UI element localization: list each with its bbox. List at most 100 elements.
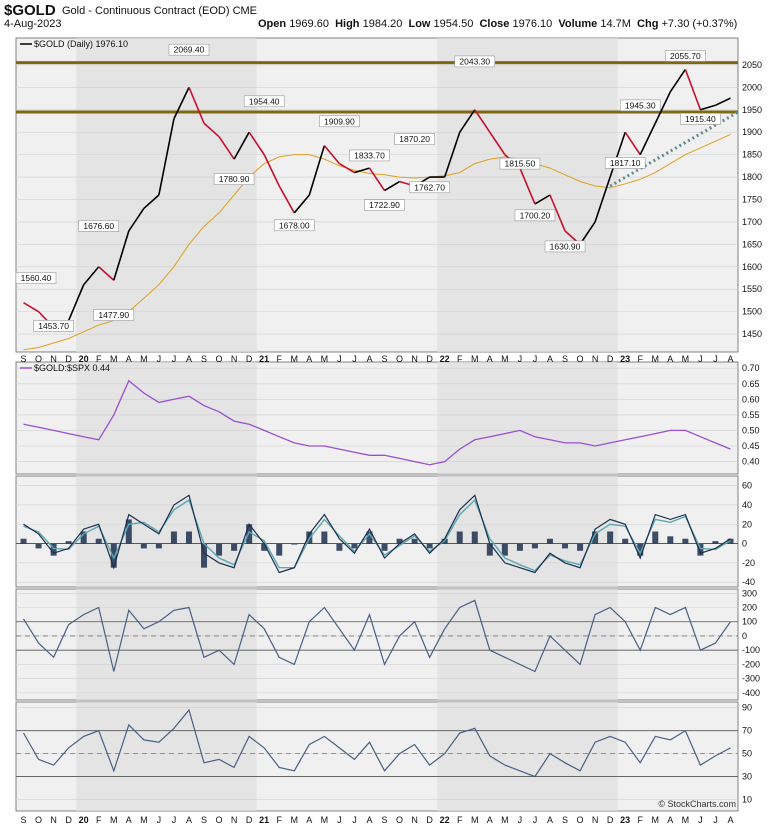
macd-histogram-bar bbox=[80, 531, 87, 544]
price-annotation-box bbox=[273, 219, 315, 232]
price-annotation-box bbox=[213, 173, 255, 185]
high-value: 1984.20 bbox=[362, 18, 403, 30]
x-axis-month-label: J bbox=[533, 354, 538, 364]
y-tick-label: 0.40 bbox=[742, 457, 760, 467]
stock-chart[interactable]: 1450 1500 1550 1600 1650 1700 1750 1800 1850 1900… bbox=[0, 34, 780, 828]
macd-histogram-bar bbox=[682, 538, 689, 544]
price-annotation: 1833.70 bbox=[349, 149, 390, 162]
price-annotation-box bbox=[349, 149, 390, 162]
price-segment bbox=[233, 131, 250, 160]
price-segment bbox=[474, 109, 491, 133]
price-annotation: 1678.00 bbox=[273, 219, 315, 232]
y-tick-label: 300 bbox=[742, 588, 757, 598]
open-value: 1969.60 bbox=[289, 18, 329, 30]
year-shade bbox=[437, 702, 618, 811]
price-annotation-box bbox=[454, 55, 496, 68]
price-segment bbox=[534, 194, 551, 205]
x-axis-month-label: A bbox=[126, 354, 132, 364]
x-axis-month-label: J bbox=[337, 815, 342, 825]
y-tick-label: -400 bbox=[742, 688, 760, 698]
macd-histogram-bar bbox=[170, 531, 177, 544]
macd-histogram-bar bbox=[65, 541, 72, 544]
y-tick-label: -300 bbox=[742, 674, 760, 684]
price-annotation: 1909.90 bbox=[319, 115, 360, 128]
macd-histogram-bar bbox=[486, 543, 493, 556]
x-axis-month-label: N bbox=[50, 354, 57, 364]
y-tick-label: -20 bbox=[742, 558, 755, 568]
price-annotation: 1954.40 bbox=[243, 95, 285, 108]
price-segment bbox=[248, 131, 265, 156]
x-axis-month-label: M bbox=[140, 354, 148, 364]
price-annotation-box bbox=[409, 181, 450, 194]
x-axis-month-label: A bbox=[547, 815, 553, 825]
price-annotation: 1870.20 bbox=[394, 133, 435, 145]
price-annotation-box bbox=[604, 157, 646, 169]
x-axis-month-label: O bbox=[216, 354, 223, 364]
macd-histogram-bar bbox=[531, 543, 538, 549]
y-tick-label: 0.70 bbox=[742, 363, 760, 373]
price-segment bbox=[113, 230, 130, 281]
x-axis-month-label: O bbox=[577, 354, 584, 364]
x-axis-month-label: S bbox=[562, 354, 568, 364]
price-annotation-label: 1678.00 bbox=[279, 220, 310, 230]
price-segment bbox=[489, 131, 506, 156]
macd-histogram-bar bbox=[110, 543, 117, 568]
macd-histogram-bar bbox=[546, 538, 553, 544]
x-axis-month-label: O bbox=[35, 815, 42, 825]
x-axis-month-label: J bbox=[713, 354, 718, 364]
price-annotation-box bbox=[680, 112, 721, 125]
x-axis-month-label: F bbox=[276, 354, 282, 364]
macd-histogram-bar bbox=[366, 531, 373, 544]
price-segment bbox=[684, 69, 702, 111]
price-segment bbox=[384, 180, 400, 192]
ratio-line bbox=[23, 379, 731, 466]
price-annotation: 2069.40 bbox=[168, 43, 210, 56]
macd-histogram-bar bbox=[125, 519, 132, 544]
macd-histogram-bar bbox=[291, 543, 298, 545]
y-tick-label: 1500 bbox=[742, 307, 762, 317]
x-axis-month-label: A bbox=[487, 815, 493, 825]
price-segment bbox=[519, 167, 536, 205]
y-tick-label: 100 bbox=[742, 617, 757, 627]
price-segment bbox=[293, 194, 310, 214]
price-segment bbox=[715, 97, 731, 107]
price-annotation-box bbox=[15, 272, 57, 284]
x-axis-month-label: M bbox=[471, 815, 479, 825]
volume-label: Volume bbox=[558, 18, 598, 30]
price-segment bbox=[98, 266, 115, 281]
x-axis-month-label: M bbox=[501, 815, 509, 825]
macd-histogram-bar bbox=[35, 543, 42, 549]
x-axis-month-label: D bbox=[426, 815, 433, 825]
price-annotation: 1700.20 bbox=[514, 209, 556, 222]
x-axis-month-label: D bbox=[246, 354, 253, 364]
price-segment bbox=[173, 86, 190, 120]
year-shade bbox=[76, 362, 257, 474]
x-axis-month-label: O bbox=[216, 815, 223, 825]
x-axis-month-label: A bbox=[667, 354, 673, 364]
x-axis-year-label: 20 bbox=[79, 815, 89, 825]
price-segment bbox=[323, 145, 341, 165]
x-axis-month-label: M bbox=[682, 354, 690, 364]
price-segment bbox=[609, 131, 626, 178]
x-axis-month-label: F bbox=[457, 354, 463, 364]
exchange-text: CME bbox=[232, 5, 258, 17]
x-axis-month-label: N bbox=[592, 815, 599, 825]
macd-histogram-bar bbox=[501, 543, 508, 556]
macd-histogram-bar bbox=[607, 531, 614, 544]
ratio-legend: $GOLD:$SPX 0.44 bbox=[34, 363, 110, 373]
price-segment bbox=[218, 136, 235, 160]
x-axis-year-label: 21 bbox=[259, 354, 269, 364]
price-segment bbox=[263, 154, 280, 187]
price-segment bbox=[594, 176, 611, 223]
price-annotation-label: 1945.30 bbox=[625, 100, 656, 110]
macd-histogram-bar bbox=[50, 543, 57, 556]
price-annotation-box bbox=[364, 199, 405, 211]
x-axis-month-label: A bbox=[547, 354, 553, 364]
x-axis-month-label: M bbox=[471, 354, 479, 364]
y-tick-label: 0.50 bbox=[742, 425, 760, 435]
low-value: 1954.50 bbox=[433, 18, 474, 30]
price-segment bbox=[128, 208, 145, 232]
price-segment bbox=[639, 122, 656, 155]
year-shade bbox=[76, 589, 257, 700]
price-segment bbox=[354, 167, 370, 174]
